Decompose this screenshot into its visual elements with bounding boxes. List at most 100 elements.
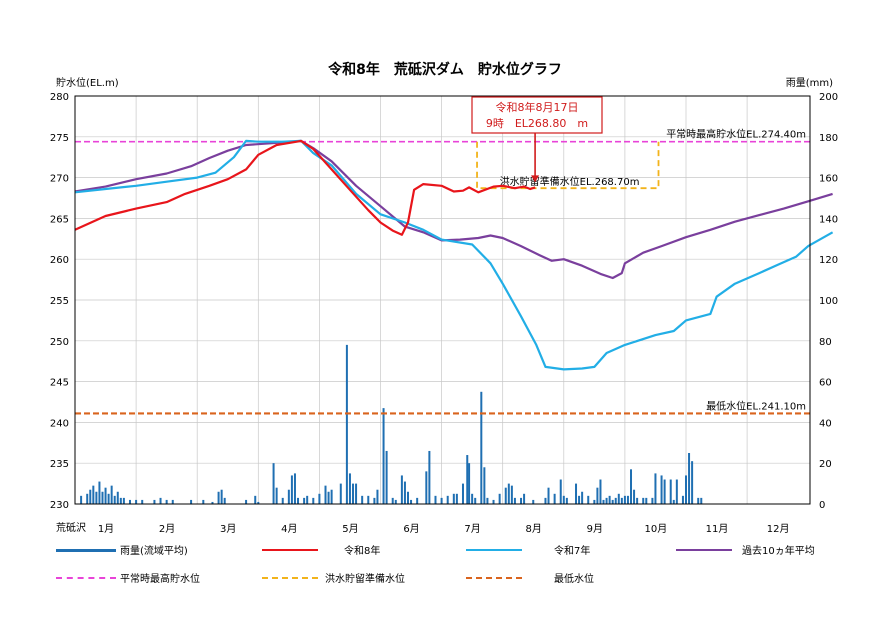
rain-bar — [620, 497, 623, 504]
x-tick-label: 1月 — [98, 523, 114, 535]
rain-bar — [446, 495, 449, 504]
rain-bar — [520, 497, 523, 504]
y-tick-label: 265 — [50, 214, 69, 225]
rain-bar — [630, 469, 633, 504]
rain-bar — [287, 489, 290, 504]
rain-bar — [636, 497, 639, 504]
y-tick-label: 250 — [50, 337, 69, 348]
rain-bar — [345, 344, 348, 504]
rain-bar — [651, 497, 654, 504]
rain-bar — [330, 489, 333, 504]
series-line-r8 — [74, 139, 536, 236]
rain-bar — [119, 497, 122, 504]
rain-bar — [110, 485, 113, 504]
rain-bar — [697, 497, 700, 504]
legend-label: 平常時最高貯水位 — [120, 574, 200, 585]
rain-bar — [483, 467, 486, 504]
y-tick-label: 230 — [50, 500, 69, 511]
rain-bar — [547, 487, 550, 504]
rain-bars — [80, 344, 703, 504]
legend-swatch — [466, 549, 522, 551]
rain-bar — [95, 491, 98, 504]
rain-bar — [385, 450, 388, 504]
rain-bar — [578, 495, 581, 504]
axis-ticks: 230 235 240 245 250 255 260 265 270 275 280 0 20 40 60… — [50, 92, 838, 535]
rain-bar — [128, 499, 131, 504]
rain-bar — [608, 495, 611, 504]
rain-bar — [159, 497, 162, 504]
rain-bar — [217, 491, 220, 504]
rain-bar — [394, 499, 397, 504]
rain-bar — [468, 463, 471, 504]
y2-tick-label: 20 — [819, 459, 832, 470]
rain-bar — [107, 493, 110, 504]
rain-bar — [663, 479, 666, 504]
rain-bar — [254, 495, 257, 504]
rain-bar — [303, 497, 306, 504]
rain-bar — [626, 495, 629, 504]
legend-item-min: 最低水位 — [466, 570, 674, 586]
rain-bar — [245, 499, 248, 504]
rain-bar — [504, 487, 507, 504]
rain-bar — [642, 497, 645, 504]
rain-bar — [633, 489, 636, 504]
legend-swatch — [676, 549, 732, 551]
rain-bar — [122, 497, 125, 504]
rain-bar — [376, 489, 379, 504]
y2-tick-label: 160 — [819, 174, 838, 185]
rain-bar — [104, 487, 107, 504]
y2-tick-label: 60 — [819, 378, 832, 389]
legend-item-r8: 令和8年 — [262, 542, 464, 558]
rain-bar — [80, 495, 83, 504]
rain-bar — [434, 495, 437, 504]
chart-title: 令和8年 荒砥沢ダム 貯水位グラフ — [327, 61, 562, 78]
rain-bar — [306, 495, 309, 504]
rain-bar — [486, 497, 489, 504]
x-tick-label: 4月 — [281, 523, 297, 535]
rain-bar — [645, 497, 648, 504]
y-tick-label: 270 — [50, 174, 69, 185]
series-line-r7 — [74, 139, 834, 371]
rain-bar — [324, 485, 327, 504]
rain-bar — [275, 487, 278, 504]
rain-bar — [455, 493, 458, 504]
rain-bar — [141, 499, 144, 504]
rain-bar — [611, 499, 614, 504]
rain-bar — [675, 479, 678, 504]
rain-bar — [165, 499, 168, 504]
y-tick-label: 275 — [50, 133, 69, 144]
legend-label: 雨量(流域平均) — [120, 546, 188, 557]
rain-bar — [492, 499, 495, 504]
y2-tick-label: 200 — [819, 92, 838, 103]
y-tick-label: 255 — [50, 296, 69, 307]
legend-label: 過去10ヵ年平均 — [742, 546, 815, 557]
callout-level: 9時 EL268.80 m — [486, 117, 588, 130]
legend-item-normal_max: 平常時最高貯水位 — [56, 570, 240, 586]
rain-bar — [403, 481, 406, 504]
legend-swatch — [56, 577, 116, 579]
rain-bar — [113, 495, 116, 504]
y-tick-label: 280 — [50, 92, 69, 103]
legend-label: 令和8年 — [344, 546, 381, 557]
rain-bar — [474, 497, 477, 504]
callout-arrow-head — [531, 175, 540, 183]
rain-bar — [391, 497, 394, 504]
y2-tick-label: 120 — [819, 255, 838, 266]
rain-bar — [223, 497, 226, 504]
rain-bar — [602, 499, 605, 504]
min-level-label: 最低水位EL.241.10m — [706, 399, 806, 412]
rain-bar — [532, 499, 535, 504]
rain-bar — [587, 495, 590, 504]
rain-bar — [367, 495, 370, 504]
rain-bar — [135, 499, 138, 504]
rain-bar — [382, 408, 385, 504]
x-tick-label: 9月 — [587, 523, 603, 535]
rain-bar — [466, 455, 469, 504]
y2-tick-label: 80 — [819, 337, 832, 348]
rain-bar — [293, 473, 296, 504]
rain-bar — [361, 495, 364, 504]
x-tick-label: 7月 — [464, 523, 480, 535]
rain-bar — [593, 499, 596, 504]
legend-item-r7: 令和7年 — [466, 542, 674, 558]
rain-bar — [318, 493, 321, 504]
